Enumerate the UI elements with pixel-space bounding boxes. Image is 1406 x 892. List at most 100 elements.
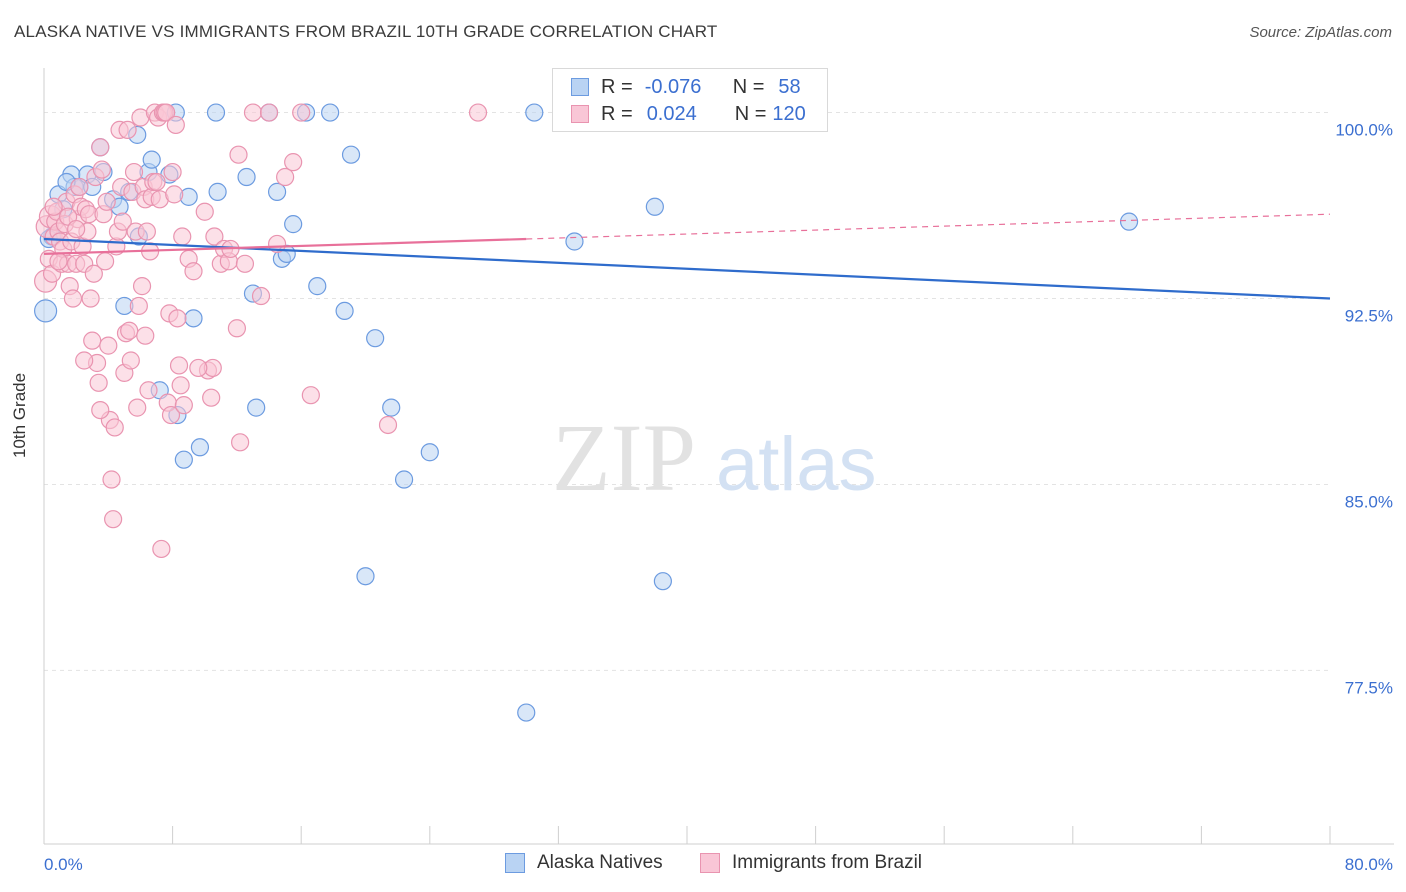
brazil-point-37 <box>95 252 115 271</box>
brazil-point-58 <box>129 296 148 316</box>
brazil-point-116 <box>49 252 68 271</box>
tick-labels: 100.0% 92.5% 85.0% 77.5% 0.0% 80.0% <box>44 121 1393 874</box>
brazil-point-108 <box>301 386 320 405</box>
brazil-point-112 <box>75 351 94 370</box>
brazil-point-100 <box>235 254 255 273</box>
alaska-point-54 <box>517 703 536 722</box>
alaska-point-42 <box>356 567 375 586</box>
alaska-point-47 <box>525 103 544 122</box>
y-tick-label-0: 100.0% <box>1335 121 1393 140</box>
y-tick-label-2: 85.0% <box>1345 492 1393 511</box>
brazil-point-105 <box>276 167 295 187</box>
brazil-point-53 <box>121 351 140 370</box>
brazil-point-84 <box>171 376 190 395</box>
alaska-point-38 <box>308 277 327 296</box>
alaska-point-49 <box>645 197 664 216</box>
alaska-point-45 <box>394 470 414 489</box>
brazil-point-52 <box>120 321 139 340</box>
trend-line-pink-dashed <box>526 213 1331 240</box>
y-tick-label-3: 77.5% <box>1345 678 1393 697</box>
brazil-point-39 <box>99 336 118 355</box>
brazil-point-101 <box>243 103 263 122</box>
brazil-point-72 <box>152 539 171 559</box>
y-tick-label-1: 92.5% <box>1345 307 1393 326</box>
brazil-point-119 <box>67 219 86 239</box>
brazil-point-97 <box>227 319 246 338</box>
legend-swatch-blue <box>571 78 589 96</box>
brazil-point-29 <box>83 331 102 350</box>
brazil-point-118 <box>44 197 63 216</box>
legend-swatch-pink <box>571 105 589 123</box>
alaska-point-25 <box>184 309 203 328</box>
brazil-point-83 <box>169 356 189 375</box>
bottom-legend-label-alaska: Alaska Natives <box>537 852 663 873</box>
brazil-point-43 <box>105 418 124 437</box>
grid-lines <box>44 112 1330 671</box>
alaska-point-0 <box>34 299 58 323</box>
watermark-atlas: atlas <box>716 422 877 507</box>
brazil-point-38 <box>97 192 116 211</box>
bottom-legend-alaska: Alaska Natives <box>505 852 663 874</box>
alaska-point-28 <box>208 182 227 201</box>
bottom-legend-brazil: Immigrants from Brazil <box>700 852 922 874</box>
alaska-point-36 <box>284 215 303 234</box>
brazil-point-80 <box>165 185 184 204</box>
brazil-point-28 <box>81 289 100 308</box>
brazil-point-60 <box>132 277 152 296</box>
alaska-point-27 <box>206 103 226 122</box>
alaska-point-50 <box>653 572 672 591</box>
source-label: Source: ZipAtlas.com <box>1249 24 1392 41</box>
alaska-point-31 <box>247 398 266 417</box>
brazil-point-55 <box>124 162 144 182</box>
legend-n-value: 120 <box>772 102 806 125</box>
brazil-point-91 <box>202 388 221 407</box>
brazil-point-88 <box>184 262 203 281</box>
alaska-point-55 <box>1119 212 1139 231</box>
brazil-point-79 <box>163 162 182 182</box>
legend-n-value: 58 <box>778 75 801 98</box>
brazil-point-41 <box>102 470 121 489</box>
brazil-point-109 <box>378 415 398 435</box>
legend-row-alaska: R = -0.076 N = 58 <box>553 74 801 100</box>
brazil-point-99 <box>231 433 250 452</box>
brazil-point-63 <box>137 222 156 241</box>
bottom-legend-swatch-pink <box>700 853 720 873</box>
alaska-point-41 <box>341 145 361 164</box>
alaska-point-26 <box>190 438 210 457</box>
brazil-point-111 <box>91 400 110 420</box>
brazil-point-64 <box>139 381 158 400</box>
alaska-point-40 <box>335 301 354 321</box>
brazil-point-106 <box>284 153 303 172</box>
brazil-point-82 <box>168 309 187 328</box>
brazil-point-78 <box>161 405 181 425</box>
brazil-point-48 <box>113 212 132 231</box>
brazil-point-57 <box>128 398 147 417</box>
legend-r-value: -0.076 <box>644 75 702 98</box>
brazil-point-85 <box>173 227 192 246</box>
y-axis-label: 10th Grade <box>10 372 29 458</box>
legend-r-label: R = <box>601 75 633 98</box>
legend-n-label: N = <box>732 75 765 98</box>
brazil-point-110 <box>468 103 488 122</box>
brazil-point-89 <box>195 202 214 221</box>
alaska-point-23 <box>174 450 193 469</box>
brazil-point-113 <box>136 326 155 345</box>
brazil-point-114 <box>189 358 208 378</box>
alaska-point-43 <box>366 329 385 348</box>
alaska-point-29 <box>237 167 256 187</box>
watermark: ZIP atlas <box>552 404 877 511</box>
legend-row-brazil: R = 0.024 N = 120 <box>553 101 806 127</box>
brazil-point-42 <box>104 510 123 529</box>
alaska-point-39 <box>321 103 340 122</box>
brazil-point-34 <box>91 138 110 157</box>
trend-line-blue <box>43 237 1331 300</box>
trend-lines <box>43 213 1331 300</box>
legend-r-label: R = <box>601 102 633 125</box>
brazil-point-86 <box>174 396 193 415</box>
alaska-point-18 <box>142 150 161 169</box>
x-tick-label-0: 0.0% <box>44 855 83 874</box>
watermark-zip: ZIP <box>552 404 696 511</box>
brazil-point-33 <box>89 373 108 392</box>
brazil-point-107 <box>292 103 311 122</box>
